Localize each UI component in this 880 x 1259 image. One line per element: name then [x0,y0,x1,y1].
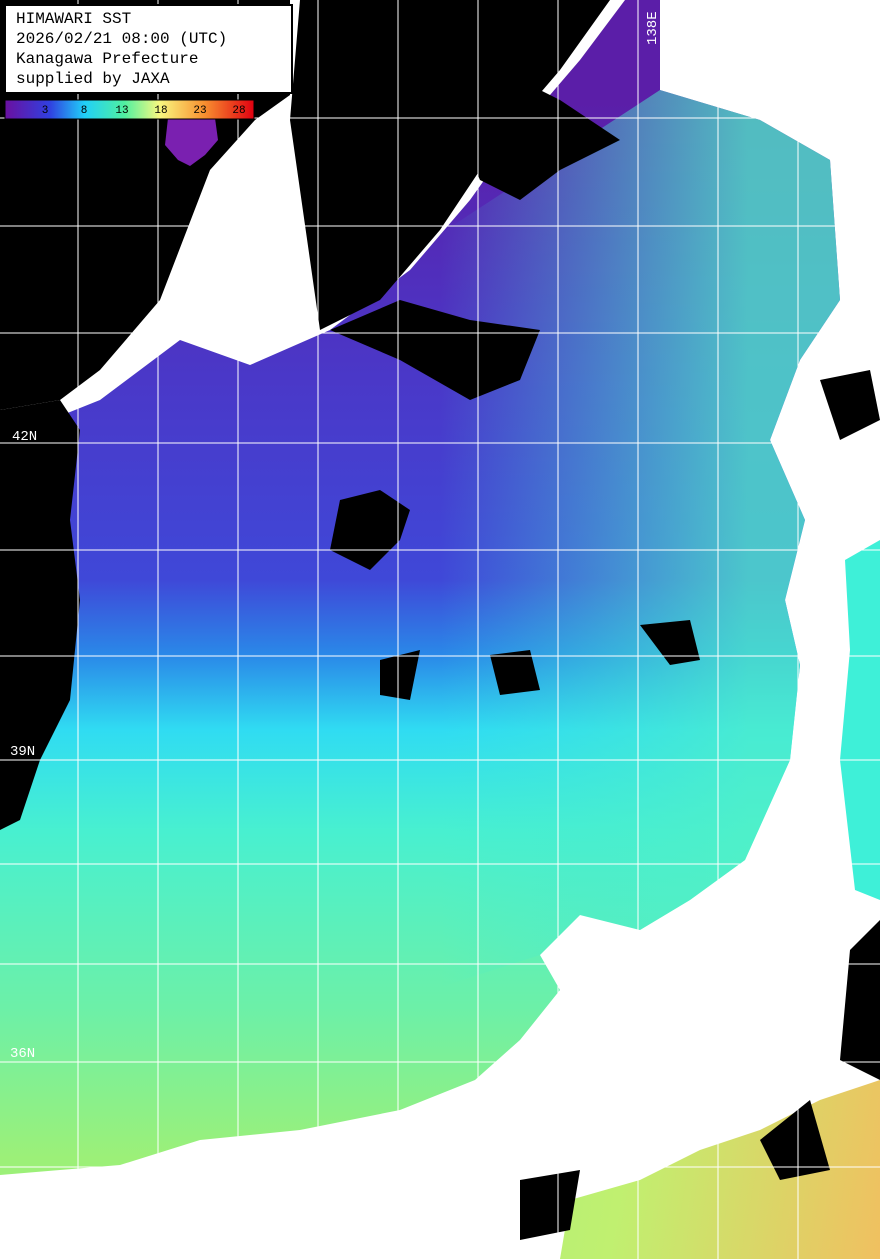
colorbar-tick-label: 3 [42,105,49,117]
header-line: Kanagawa Prefecture [16,50,198,68]
colorbar-tick-label: 8 [81,105,88,117]
sea-east [840,540,880,900]
colorbar-tick-label: 13 [115,105,128,117]
colorbar-tick-label: 18 [154,105,167,117]
header-line: HIMAWARI SST [16,10,131,28]
header-line: 2026/02/21 08:00 (UTC) [16,30,227,48]
colorbar [4,99,255,120]
latitude-label: 36N [10,1046,35,1062]
header-box [4,4,293,94]
colorbar-tick-label: 28 [232,105,245,117]
sea-warm-east [400,90,840,1000]
colorbar-tick-label: 23 [193,105,206,117]
header-line: supplied by JAXA [16,70,170,88]
longitude-label: 138E [645,11,661,45]
latitude-label: 42N [12,429,37,445]
latitude-label: 39N [10,744,35,760]
island [165,118,218,166]
